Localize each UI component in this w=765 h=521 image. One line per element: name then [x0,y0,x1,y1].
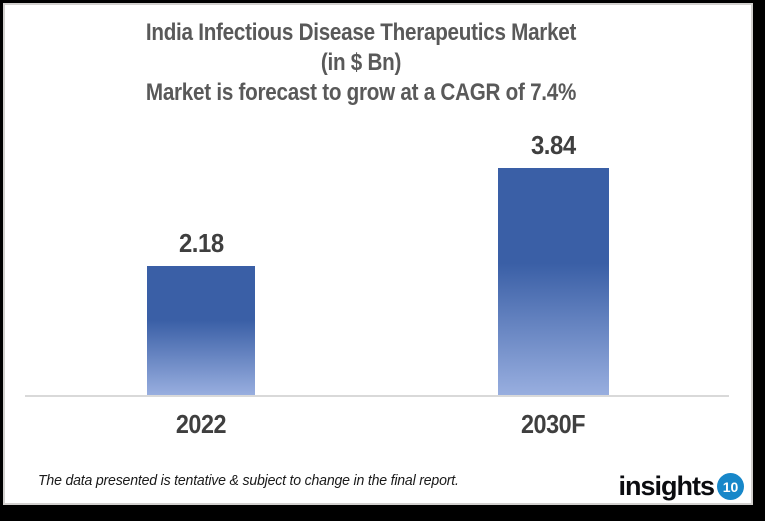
bar-value-2030f: 3.84 [531,130,576,160]
logo-badge: 10 [717,473,744,500]
disclaimer-text: The data presented is tentative & subjec… [38,472,459,489]
bar-group-2022: 2.18 [147,228,255,395]
insights10-logo: insights 10 [618,473,744,500]
chart-title-line1: India Infectious Disease Therapeutics Ma… [145,19,577,46]
bar-group-2030f: 3.84 [498,130,609,395]
bar-2022 [147,266,255,395]
x-axis-label-2022: 2022 [175,409,227,439]
chart-title-line3: Market is forecast to grow at a CAGR of … [145,79,577,106]
bar-2030f [498,168,609,395]
chart-area: India Infectious Disease Therapeutics Ma… [3,3,753,505]
x-axis-label-2030f: 2030F [520,409,586,439]
chart-title: India Infectious Disease Therapeutics Ma… [55,18,667,108]
logo-wordmark: insights [618,471,715,501]
bar-value-2022: 2.18 [178,228,224,258]
x-axis-line [25,395,729,397]
chart-title-line2: (in $ Bn) [320,49,402,76]
